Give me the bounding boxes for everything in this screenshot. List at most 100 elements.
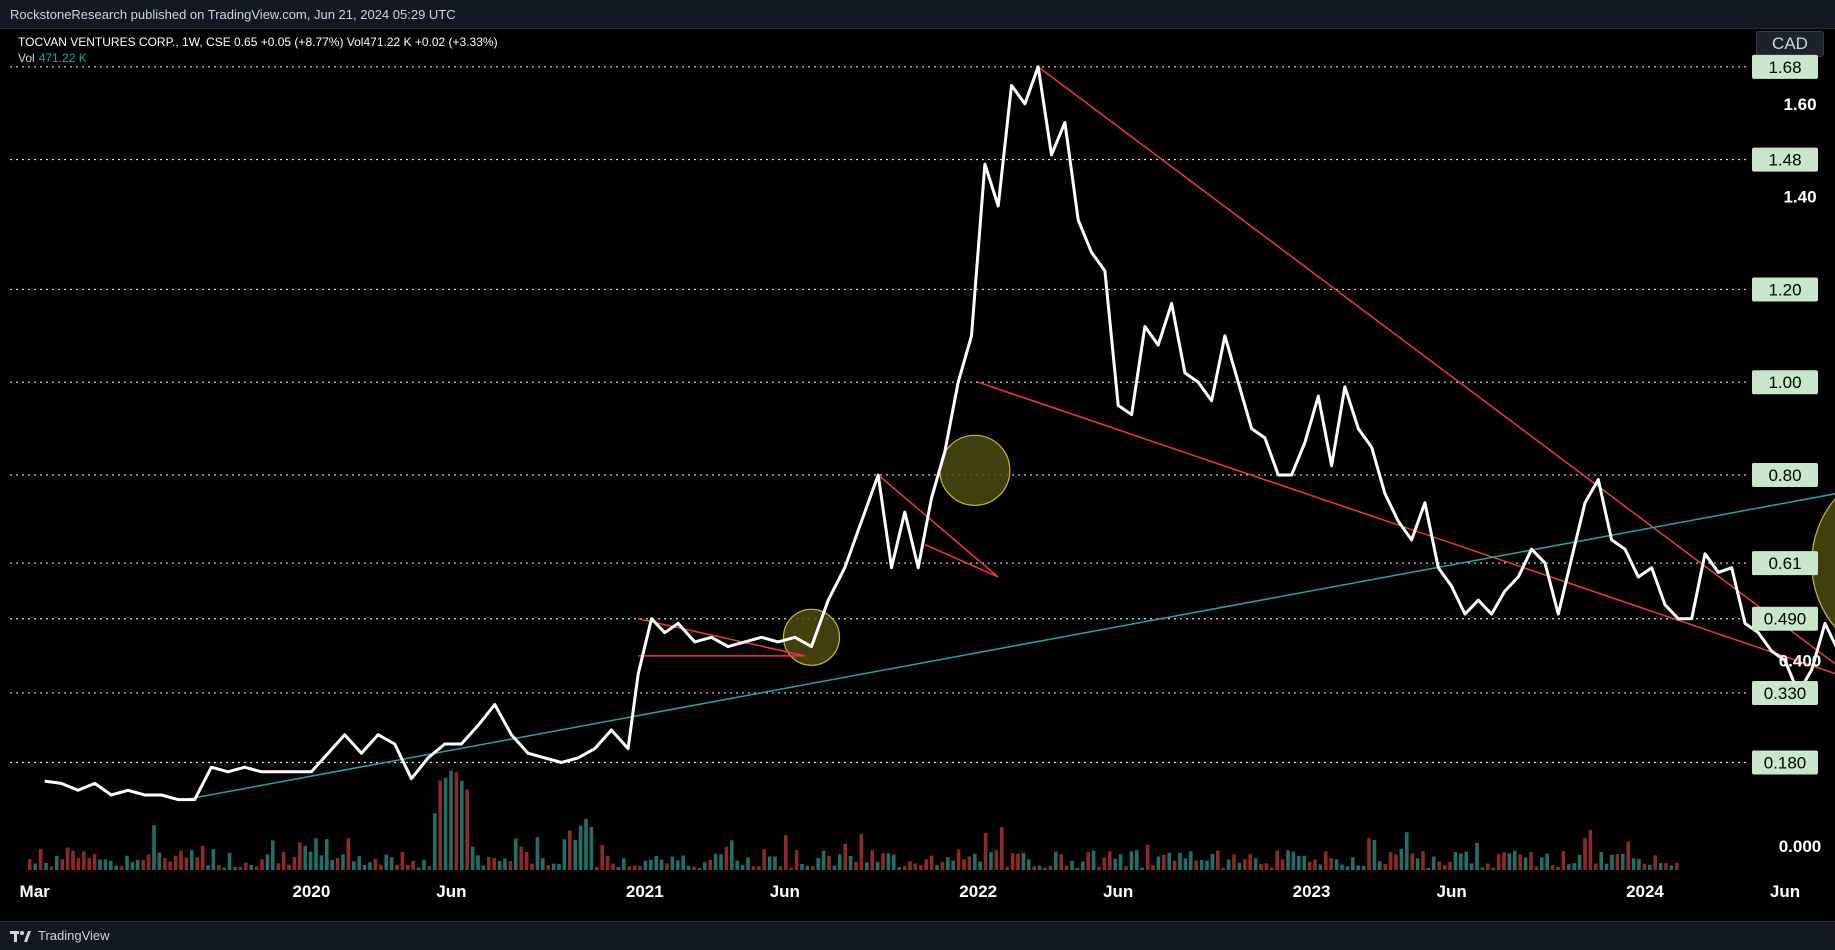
symbol-legend[interactable]: TOCVAN VENTURES CORP., 1W, CSE 0.65 +0.0… xyxy=(18,35,498,49)
volume-bar xyxy=(1232,854,1236,870)
currency-button[interactable]: CAD xyxy=(1756,31,1824,57)
volume-bar xyxy=(859,833,864,870)
volume-bar xyxy=(1567,864,1571,870)
volume-bar xyxy=(508,861,513,870)
volume-bar xyxy=(794,850,799,870)
highlight-circle xyxy=(782,608,841,666)
volume-bar xyxy=(217,864,221,870)
volume-bar xyxy=(1334,859,1339,870)
volume-bar xyxy=(940,862,945,870)
volume-bar xyxy=(1313,859,1317,870)
volume-bar xyxy=(589,826,594,870)
volume-bar xyxy=(989,852,993,870)
level-label-box xyxy=(1752,750,1818,775)
volume-bar xyxy=(211,849,216,870)
tradingview-brand[interactable]: TradingView xyxy=(10,928,110,943)
volume-bar xyxy=(287,864,291,870)
volume-bar xyxy=(114,865,118,870)
volume-legend[interactable]: Vol 471.22 K xyxy=(18,51,87,65)
volume-bar xyxy=(676,860,680,870)
y-axis[interactable]: 1.60 1.40 0.400 0.000 1.68 1.48 1.20 1.00 0.80 0.… xyxy=(1752,54,1821,856)
volume-bar xyxy=(1502,852,1506,870)
volume-bar xyxy=(1372,839,1377,870)
volume-bar xyxy=(1523,857,1528,870)
volume-bar xyxy=(1253,858,1258,870)
volume-bar xyxy=(238,866,243,870)
level-label-box xyxy=(1752,54,1818,79)
volume-bar xyxy=(292,857,297,870)
volume-bar xyxy=(1318,864,1323,870)
level-label-box xyxy=(1752,462,1818,487)
volume-bar xyxy=(373,858,378,870)
volume-bar xyxy=(627,866,631,870)
volume-bar xyxy=(92,854,97,870)
volume-bar xyxy=(1032,866,1036,870)
trend-line-red xyxy=(924,543,999,578)
volume-bar xyxy=(1270,867,1274,870)
volume-bar xyxy=(1205,860,1209,870)
volume-bar xyxy=(784,834,788,870)
volume-bar xyxy=(1221,867,1225,870)
volume-bar xyxy=(438,780,442,870)
volume-bar xyxy=(703,862,707,870)
volume-bar xyxy=(395,864,399,870)
volume-bar xyxy=(319,855,324,870)
volume-bar xyxy=(1675,862,1679,870)
volume-bar xyxy=(697,867,702,870)
volume-bar xyxy=(476,855,480,870)
volume-bar xyxy=(773,856,777,870)
volume-bar xyxy=(659,859,664,870)
trend-line-red xyxy=(877,474,999,578)
volume-bar xyxy=(956,849,961,870)
volume-bar xyxy=(454,772,459,870)
volume-bar xyxy=(427,866,432,870)
volume-bar xyxy=(719,854,723,870)
volume-bar xyxy=(1486,863,1490,870)
volume-bar xyxy=(730,840,734,870)
volume-bar xyxy=(1583,838,1587,870)
volume-bar xyxy=(1226,859,1231,870)
volume-bar xyxy=(546,865,550,870)
volume-bar xyxy=(1167,852,1171,870)
volume-bar xyxy=(443,777,448,870)
volume-bar xyxy=(109,860,113,870)
volume-bar xyxy=(1199,859,1204,870)
volume-bar xyxy=(368,862,372,870)
volume-bar xyxy=(843,843,847,870)
footer-bar: TradingView xyxy=(0,921,1835,950)
volume-bar xyxy=(1658,863,1663,870)
volume-bar xyxy=(1340,864,1344,870)
price-chart[interactable]: Mar 2020 Jun 2021 Jun 2022 Jun 2023 Jun 2024 Jun 1… xyxy=(0,28,1835,921)
volume-bar xyxy=(1248,854,1252,870)
volume-bar xyxy=(125,855,129,870)
level-label: 1.20 xyxy=(1768,280,1801,299)
trend-line-red xyxy=(637,618,805,657)
volume-bar xyxy=(308,851,313,870)
volume-bar xyxy=(1237,862,1242,870)
volume-bar xyxy=(1459,853,1463,870)
x-tick-label: 2022 xyxy=(959,882,997,901)
volume-bar xyxy=(1086,852,1090,870)
volume-value: 471.22 K xyxy=(38,51,87,65)
volume-bar xyxy=(681,855,685,870)
volume-bar xyxy=(1048,865,1053,870)
volume-bar xyxy=(1480,867,1485,870)
volume-bar xyxy=(632,865,637,870)
volume-bar xyxy=(1637,858,1641,870)
x-tick-label: Jun xyxy=(1770,882,1800,901)
trend-line-red xyxy=(1037,66,1835,665)
volume-bar xyxy=(832,865,837,870)
volume-bar xyxy=(821,850,826,870)
volume-bar xyxy=(346,838,351,870)
volume-bar xyxy=(1561,851,1566,870)
volume-bar xyxy=(789,867,793,870)
volume-bar xyxy=(1594,863,1598,870)
x-tick-label: Jun xyxy=(436,882,466,901)
volume-bar xyxy=(49,866,54,870)
volume-bar xyxy=(195,857,199,870)
volume-bar xyxy=(1194,860,1198,870)
volume-bar xyxy=(1280,859,1285,870)
trend-lines xyxy=(184,66,1835,801)
volume-bar xyxy=(325,839,329,870)
volume-bar xyxy=(746,857,750,870)
